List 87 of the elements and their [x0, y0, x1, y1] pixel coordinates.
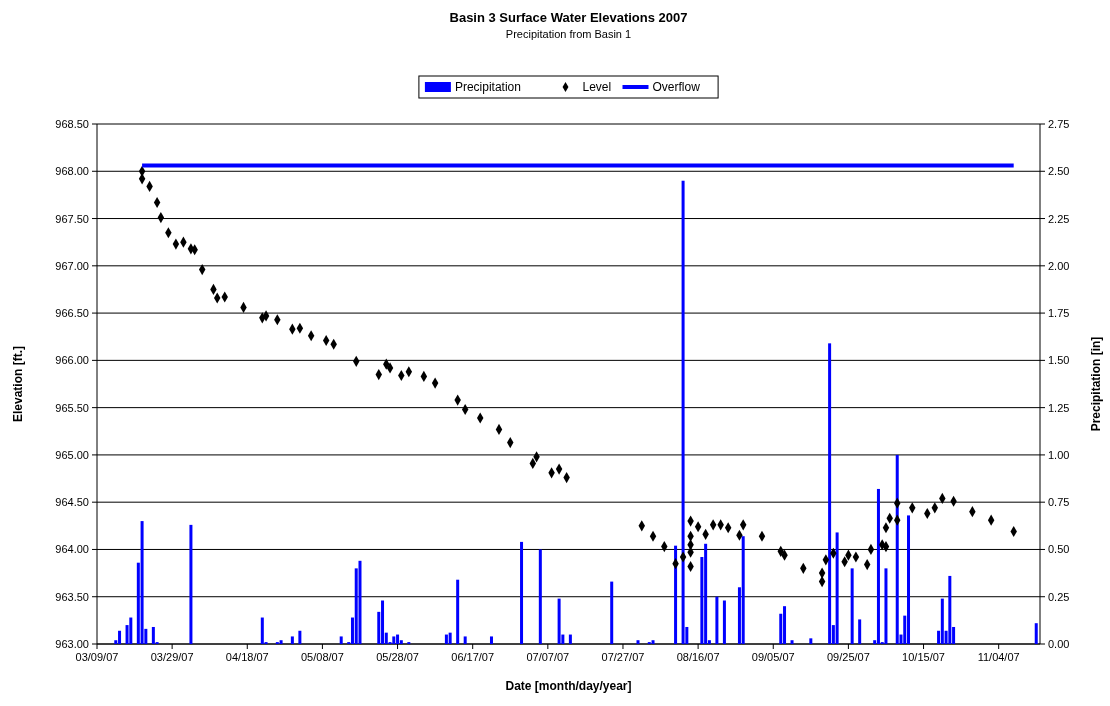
bar — [674, 545, 678, 644]
y2-tick-label: 2.75 — [1048, 118, 1070, 130]
x-tick-label: 05/08/07 — [301, 651, 344, 663]
y-tick-label: 964.00 — [55, 543, 89, 556]
bar — [557, 598, 561, 644]
bar — [444, 634, 448, 644]
bar — [279, 640, 283, 644]
bar — [538, 549, 542, 644]
legend-label: Precipitation — [454, 80, 521, 94]
bar — [448, 632, 452, 644]
bar — [610, 581, 614, 644]
x-tick-label: 03/29/07 — [150, 651, 194, 663]
bar — [456, 579, 460, 644]
y-axis-title: Elevation [ft.] — [11, 345, 25, 423]
y2-tick-label: 0.50 — [1048, 543, 1070, 556]
x-tick-label: 05/28/07 — [376, 651, 419, 663]
bar — [715, 596, 719, 644]
y-tick-label: 965.00 — [55, 448, 89, 461]
y2-axis-title: Precipitation [in] — [1089, 336, 1103, 432]
y2-tick-label: 1.50 — [1048, 354, 1070, 367]
bar — [260, 617, 264, 644]
chart-title: Basin 3 Surface Water Elevations 2007 — [449, 10, 688, 25]
y-tick-label: 967.00 — [55, 259, 89, 272]
y-tick-label: 963.00 — [55, 638, 89, 650]
bar — [118, 630, 122, 644]
y-tick-label: 966.00 — [55, 354, 89, 367]
y-tick-label: 966.50 — [55, 307, 89, 320]
y-tick-label: 968.00 — [55, 165, 89, 178]
bar — [948, 575, 952, 644]
bar — [290, 636, 294, 644]
y-tick-label: 964.50 — [55, 496, 89, 509]
y2-tick-label: 2.50 — [1048, 165, 1070, 178]
x-tick-label: 07/07/07 — [526, 651, 570, 663]
x-axis-title: Date [month/day/year] — [505, 679, 632, 693]
legend-label: Overflow — [652, 80, 701, 94]
y-tick-label: 967.50 — [55, 212, 89, 225]
x-tick-label: 03/09/07 — [75, 651, 119, 663]
bar — [858, 619, 862, 644]
bar — [850, 568, 854, 644]
bar — [520, 541, 524, 644]
bar — [809, 638, 813, 644]
bar — [381, 600, 385, 644]
bar — [151, 626, 155, 644]
bar — [463, 636, 467, 644]
bar — [358, 560, 362, 644]
bar — [339, 636, 343, 644]
bar — [189, 524, 193, 644]
bar — [876, 488, 880, 644]
bar — [392, 636, 396, 644]
x-tick-label: 09/25/07 — [826, 651, 870, 663]
y2-tick-label: 2.25 — [1048, 212, 1070, 225]
y-tick-label: 968.50 — [55, 118, 89, 130]
bar — [722, 600, 726, 644]
x-tick-label: 09/05/07 — [751, 651, 795, 663]
bar — [568, 634, 572, 644]
bar — [704, 543, 708, 644]
bar — [940, 598, 944, 644]
y2-tick-label: 1.25 — [1048, 401, 1070, 414]
bar — [140, 521, 144, 644]
bar — [1034, 623, 1038, 644]
legend-label: Level — [582, 80, 612, 94]
y2-tick-label: 0.00 — [1048, 638, 1070, 650]
bar — [396, 634, 400, 644]
bar — [489, 636, 493, 644]
x-tick-label: 08/16/07 — [676, 651, 720, 663]
bar — [895, 454, 899, 644]
y2-tick-label: 0.75 — [1048, 496, 1070, 509]
bar — [651, 640, 655, 644]
y-tick-label: 965.50 — [55, 401, 89, 414]
bar — [884, 568, 888, 644]
y-tick-label: 963.50 — [55, 590, 89, 603]
bar — [298, 630, 302, 644]
bar — [790, 640, 794, 644]
bar — [681, 180, 685, 644]
chart-subtitle: Precipitation from Basin 1 — [505, 28, 632, 40]
bar — [636, 640, 640, 644]
y2-tick-label: 1.75 — [1048, 307, 1070, 320]
bar — [129, 617, 133, 644]
x-tick-label: 06/17/07 — [451, 651, 495, 663]
y2-tick-label: 1.00 — [1048, 448, 1070, 461]
x-tick-label: 04/18/07 — [225, 651, 269, 663]
x-tick-label: 11/04/07 — [977, 651, 1020, 663]
bar — [783, 606, 787, 644]
x-tick-label: 07/27/07 — [601, 651, 645, 663]
y2-tick-label: 2.00 — [1048, 259, 1070, 272]
y2-tick-label: 0.25 — [1048, 590, 1070, 603]
x-tick-label: 10/15/07 — [902, 651, 945, 663]
